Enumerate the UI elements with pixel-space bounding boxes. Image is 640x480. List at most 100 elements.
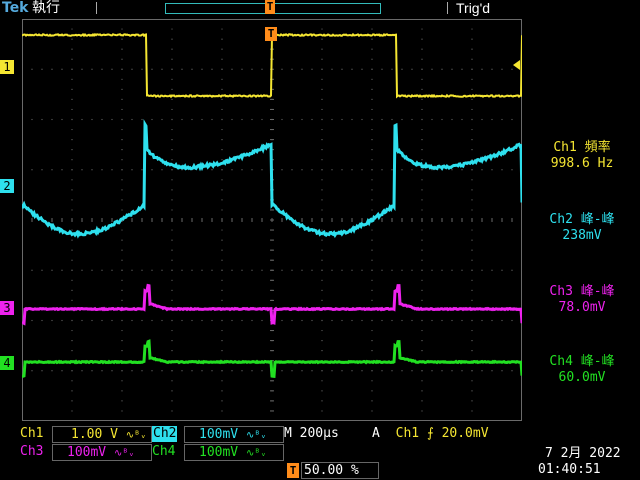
timebase-setting[interactable]: M 200µs (284, 426, 339, 442)
grid-dot (421, 229, 422, 230)
grid-dot (301, 169, 302, 170)
ch2-ground-marker[interactable]: 2 (0, 179, 14, 193)
grid-dot (391, 69, 392, 70)
grid-dot (171, 380, 172, 381)
trigger-level-marker-icon[interactable] (513, 60, 520, 70)
grid-dot (151, 69, 152, 70)
grid-dot (321, 400, 322, 401)
grid-dot (431, 320, 432, 321)
grid-dot (171, 410, 172, 411)
grid-dot (161, 270, 162, 271)
grid-dot (221, 240, 222, 241)
grid-dot (81, 270, 82, 271)
grid-dot (61, 169, 62, 170)
ch2-label: Ch2 (153, 426, 176, 441)
grid-dot (131, 370, 132, 371)
ch4-ground-marker[interactable]: 4 (0, 356, 14, 370)
grid-dot (281, 119, 282, 120)
timebase-value: 200µs (300, 426, 339, 441)
grid-dot (321, 159, 322, 160)
grid-dot (421, 410, 422, 411)
grid-dot (181, 270, 182, 271)
grid-dot (221, 189, 222, 190)
grid-dot (381, 119, 382, 120)
grid-dot (141, 320, 142, 321)
grid-dot (171, 199, 172, 200)
grid-dot (501, 270, 502, 271)
grid-dot (291, 169, 292, 170)
grid-dot (371, 340, 372, 341)
waveform-display[interactable] (22, 19, 522, 421)
ch1-bandwidth-icon: ∿ᴮᵥ (126, 430, 146, 441)
grid-dot (41, 119, 42, 120)
trigger-position-marker[interactable]: T (265, 27, 277, 41)
grid-dot (471, 290, 472, 291)
grid-dot (461, 270, 462, 271)
ch1-ground-marker[interactable]: 1 (0, 60, 14, 74)
grid-dot (431, 69, 432, 70)
grid-dot (221, 400, 222, 401)
ch1-setting[interactable]: Ch1 (20, 426, 43, 442)
ch3-scale-box[interactable]: 100mV ∿ᴮᵥ (52, 444, 152, 461)
trigger-position-box[interactable]: 50.00 % (301, 462, 379, 479)
grid-dot (431, 119, 432, 120)
grid-dot (171, 270, 172, 271)
grid-dot (171, 260, 172, 261)
grid-dot (221, 350, 222, 351)
grid-dot (361, 370, 362, 371)
grid-dot (361, 270, 362, 271)
ch4-setting[interactable]: Ch4 (152, 444, 175, 460)
grid-dot (461, 69, 462, 70)
grid-dot (351, 119, 352, 120)
grid-dot (161, 169, 162, 170)
grid-dot (381, 169, 382, 170)
grid-dot (51, 320, 52, 321)
grid-dot (421, 270, 422, 271)
grid-dot (121, 149, 122, 150)
trigger-setting[interactable]: A Ch1 ⨍ 20.0mV (372, 426, 489, 442)
ch4-bandwidth-icon: ∿ᴮᵥ (246, 448, 266, 459)
grid-dot (171, 39, 172, 40)
grid-dot (421, 370, 422, 371)
grid-dot (471, 49, 472, 50)
grid-dot (471, 209, 472, 210)
grid-dot (71, 300, 72, 301)
grid-dot (321, 290, 322, 291)
grid-dot (371, 390, 372, 391)
grid-dot (221, 59, 222, 60)
ch1-scale-box[interactable]: 1.00 V ∿ᴮᵥ (52, 426, 152, 443)
grid-dot (231, 169, 232, 170)
grid-dot (121, 59, 122, 60)
grid-dot (151, 169, 152, 170)
grid-dot (371, 290, 372, 291)
grid-dot (471, 340, 472, 341)
grid-dot (371, 39, 372, 40)
ch3-setting[interactable]: Ch3 (20, 444, 43, 460)
grid-dot (331, 370, 332, 371)
grid-dot (371, 270, 372, 271)
grid-dot (121, 69, 122, 70)
ch3-label: Ch3 (20, 444, 43, 459)
grid-dot (141, 119, 142, 120)
grid-dot (221, 280, 222, 281)
grid-dot (111, 69, 112, 70)
grid-dot (471, 169, 472, 170)
grid-dot (151, 320, 152, 321)
ch4-scale-box[interactable]: 100mV ∿ᴮᵥ (184, 444, 284, 461)
grid-dot (71, 49, 72, 50)
ch3-ground-marker[interactable]: 3 (0, 301, 14, 315)
grid-dot (421, 109, 422, 110)
grid-dot (511, 169, 512, 170)
grid-dot (421, 300, 422, 301)
grid-dot (161, 69, 162, 70)
grid-dot (171, 350, 172, 351)
grid-dot (321, 320, 322, 321)
grid-dot (31, 169, 32, 170)
ch2-setting[interactable]: Ch2 (152, 426, 177, 442)
grid-dot (421, 149, 422, 150)
grid-dot (71, 129, 72, 130)
grid-dot (161, 119, 162, 120)
ch2-scale-box[interactable]: 100mV ∿ᴮᵥ (184, 426, 284, 443)
grid-dot (151, 119, 152, 120)
grid-dot (321, 270, 322, 271)
